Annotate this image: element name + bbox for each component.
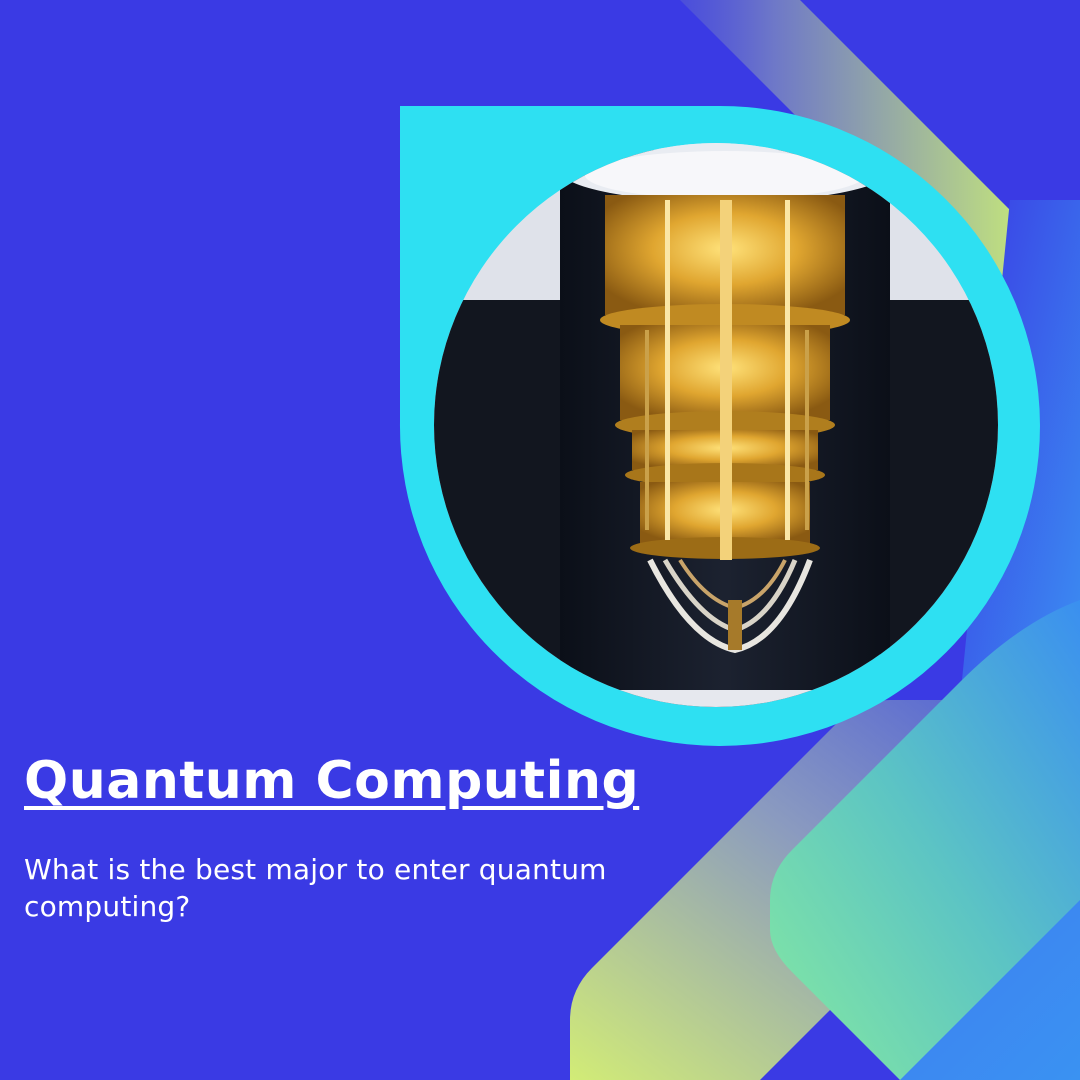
bottom-gradient-band-mid (770, 600, 1080, 1080)
bottom-gradient-corner (900, 900, 1080, 1080)
slide-subtitle: What is the best major to enter quantum … (24, 853, 607, 923)
slide-title: Quantum Computing (24, 751, 640, 811)
